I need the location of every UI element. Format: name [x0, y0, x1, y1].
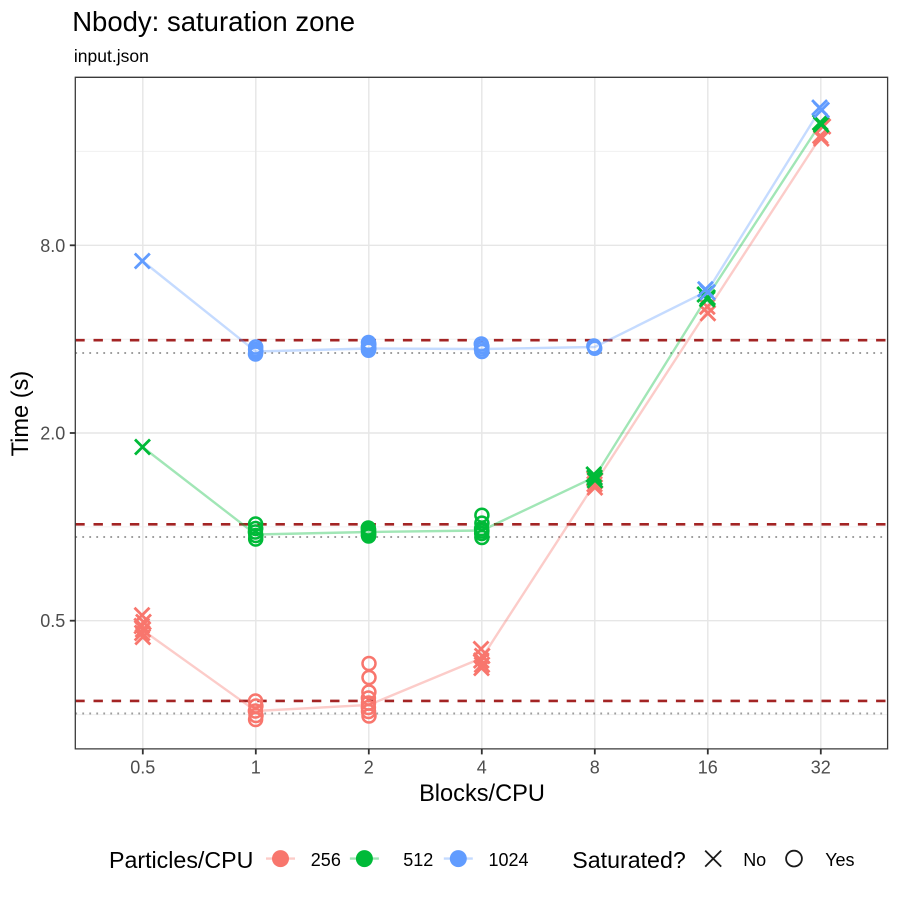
svg-text:16: 16 — [698, 758, 718, 778]
svg-text:No: No — [743, 850, 766, 870]
svg-text:8.0: 8.0 — [40, 236, 65, 256]
svg-text:512: 512 — [403, 850, 433, 870]
svg-text:0.5: 0.5 — [40, 611, 65, 631]
svg-text:32: 32 — [811, 758, 831, 778]
svg-text:Particles/CPU: Particles/CPU — [109, 847, 253, 873]
svg-text:8: 8 — [590, 758, 600, 778]
svg-text:input.json: input.json — [74, 46, 149, 66]
svg-text:2.0: 2.0 — [40, 424, 65, 444]
svg-text:Nbody: saturation zone: Nbody: saturation zone — [72, 6, 355, 37]
svg-text:Blocks/CPU: Blocks/CPU — [419, 781, 545, 807]
svg-text:2: 2 — [364, 758, 374, 778]
svg-text:Time (s): Time (s) — [8, 371, 34, 457]
svg-text:Saturated?: Saturated? — [572, 847, 686, 873]
svg-text:1024: 1024 — [489, 850, 529, 870]
svg-text:Yes: Yes — [825, 850, 854, 870]
svg-text:1: 1 — [251, 758, 261, 778]
svg-text:0.5: 0.5 — [130, 758, 155, 778]
svg-text:4: 4 — [477, 758, 487, 778]
svg-text:256: 256 — [311, 850, 341, 870]
